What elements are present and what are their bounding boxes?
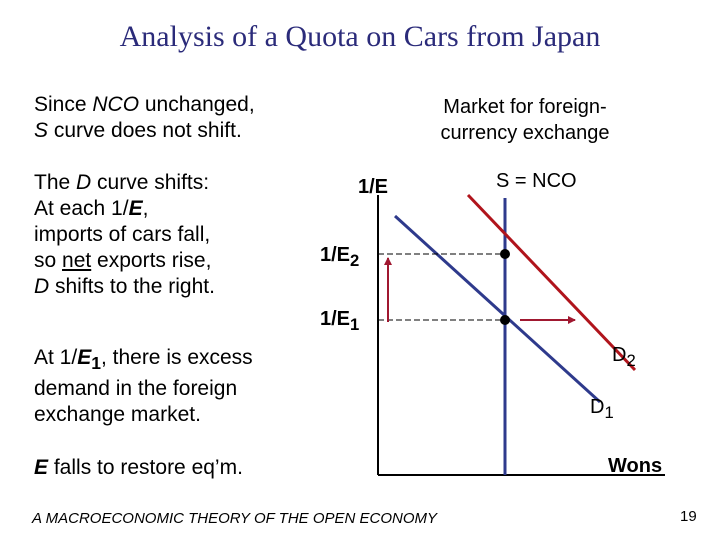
demand-d2-label: D2 [612, 344, 636, 370]
equilibrium-point-e2 [500, 249, 510, 259]
footer-text: A MACROECONOMIC THEORY OF THE OPEN ECONO… [32, 510, 438, 527]
text-e-falls: E falls to restore eq’m. [34, 456, 243, 479]
x-axis-label: Wons [608, 455, 663, 477]
market-title: Market for foreign-currency exchange [440, 96, 610, 144]
supply-curve-label: S = NCO [496, 170, 577, 192]
demand-curve-d1 [393, 214, 602, 404]
demand-d1-label: D1 [590, 396, 614, 422]
level-label-1-e2: 1/E2 [320, 244, 360, 270]
demand-curve-d2 [466, 193, 637, 372]
page-number: 19 [680, 508, 697, 525]
equilibrium-point-e1 [500, 315, 510, 325]
level-label-1-e1: 1/E1 [320, 308, 360, 334]
slide-title: Analysis of a Quota on Cars from Japan [119, 20, 601, 53]
text-nco-unchanged: Since NCO unchanged, S curve does not sh… [34, 93, 255, 142]
text-d-curve-shifts: The D curve shifts: At each 1/E, imports… [34, 171, 215, 298]
y-axis-label: 1/E [358, 176, 389, 198]
text-excess-demand: At 1/E1, there is excess demand in the f… [34, 346, 253, 427]
